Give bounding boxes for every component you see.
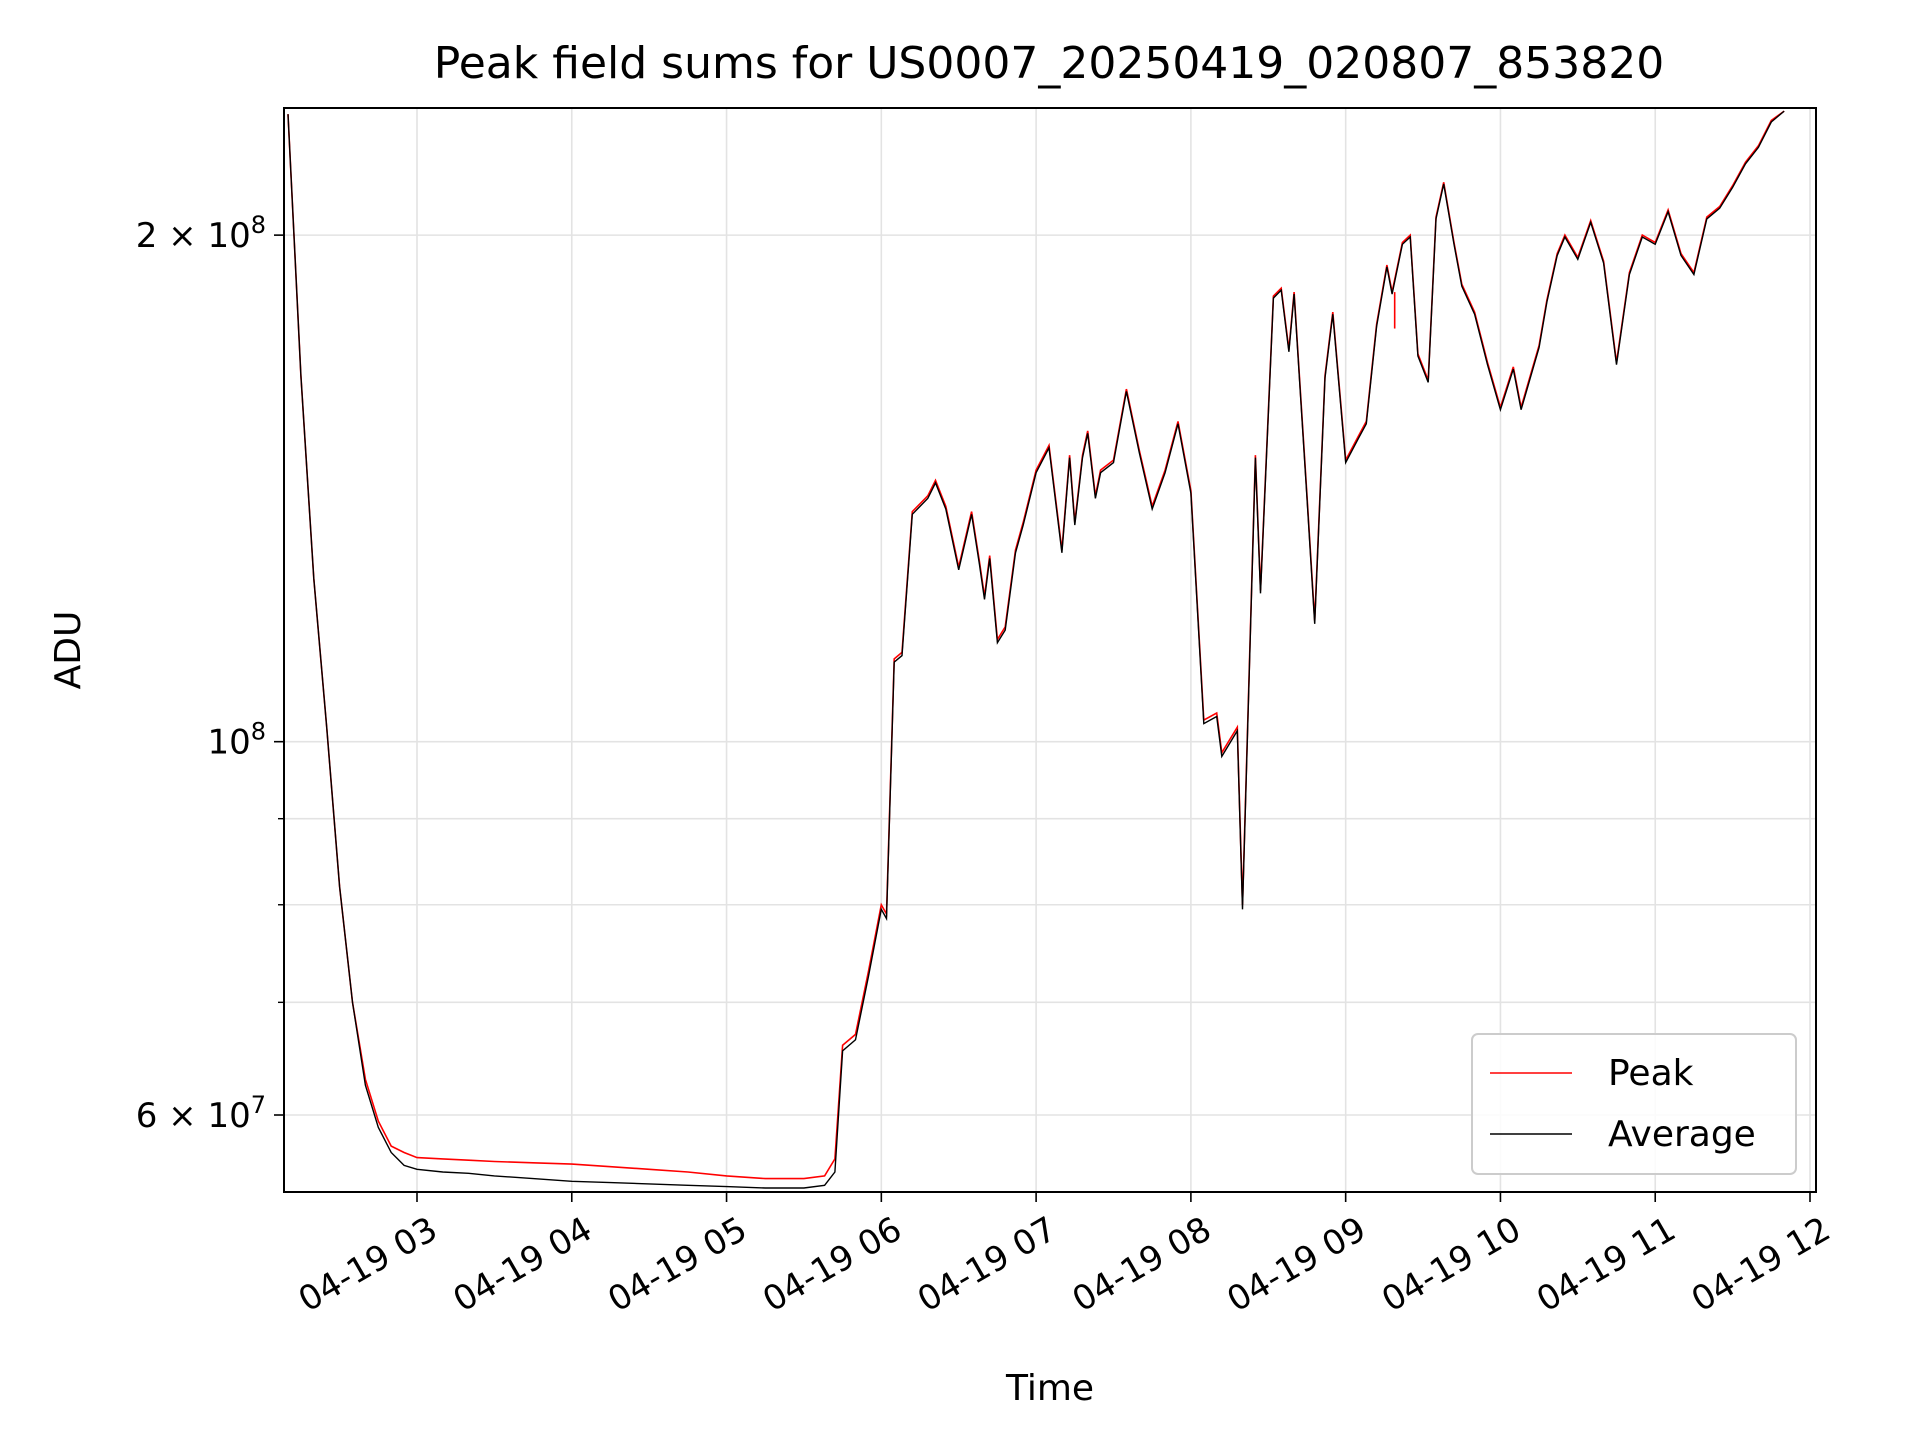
x-tick-label: 04-19 11 xyxy=(1530,1209,1682,1320)
y-axis-ticks: 6 × 107 108 2 × 108 xyxy=(136,211,284,1136)
grid-lines xyxy=(284,108,1816,1192)
plot-frame xyxy=(283,107,1817,1193)
legend-peak-label: Peak xyxy=(1608,1053,1694,1094)
x-tick-label: 04-19 06 xyxy=(756,1209,908,1320)
x-tick-label: 04-19 08 xyxy=(1066,1209,1218,1320)
x-tick-label: 04-19 12 xyxy=(1685,1209,1837,1320)
legend-box xyxy=(1471,1033,1797,1175)
plot-area xyxy=(287,110,1785,1189)
x-tick-label: 04-19 07 xyxy=(911,1209,1063,1320)
y-tick-label: 6 × 107 xyxy=(136,1091,266,1136)
y-tick-label: 2 × 108 xyxy=(136,211,266,256)
chart-title: Peak field sums for US0007_20250419_0208… xyxy=(434,38,1664,89)
x-axis-title: Time xyxy=(1005,1368,1094,1409)
y-tick-label: 108 xyxy=(207,718,266,763)
x-axis-ticks: 04-19 03 04-19 04 04-19 05 04-19 06 04-19 07… xyxy=(292,1192,1837,1320)
x-tick-label: 04-19 04 xyxy=(447,1209,599,1320)
x-tick-label: 04-19 03 xyxy=(292,1209,444,1320)
x-tick-label: 04-19 05 xyxy=(601,1209,753,1320)
x-tick-label: 04-19 10 xyxy=(1375,1209,1527,1320)
x-tick-label: 04-19 09 xyxy=(1221,1209,1373,1320)
legend: Peak Average xyxy=(1471,1033,1797,1175)
y-axis-title: ADU xyxy=(48,611,89,690)
legend-average-label: Average xyxy=(1608,1114,1756,1155)
average-series-line xyxy=(287,110,1785,1189)
